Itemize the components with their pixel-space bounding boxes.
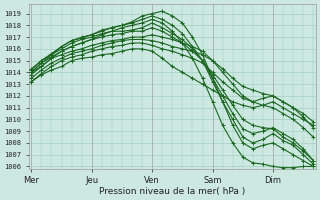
X-axis label: Pression niveau de la mer( hPa ): Pression niveau de la mer( hPa ) bbox=[99, 187, 245, 196]
